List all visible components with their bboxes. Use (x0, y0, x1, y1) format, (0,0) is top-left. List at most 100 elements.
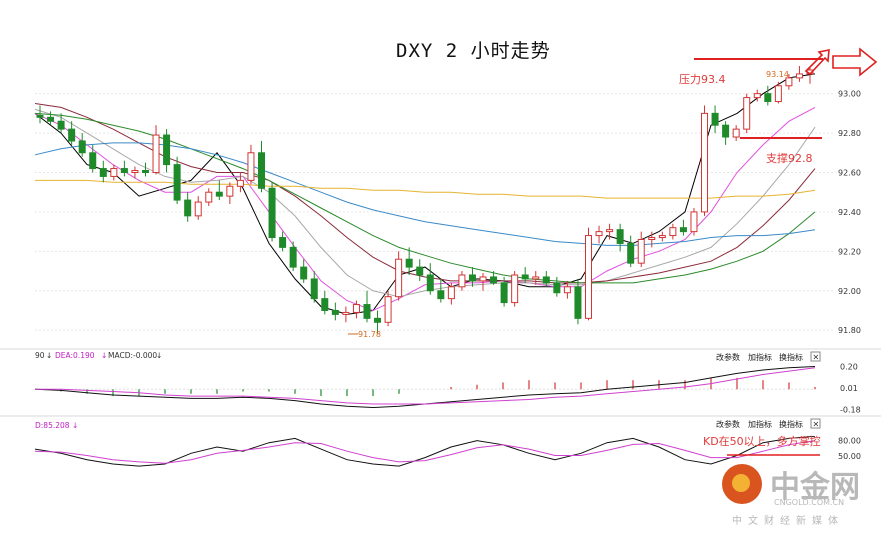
candle-body (141, 170, 149, 173)
macd-dif-line (34, 366, 816, 409)
candle (310, 271, 318, 303)
macd-toolbar-button-2[interactable]: 换指标 (779, 352, 803, 362)
candle (331, 302, 339, 321)
candle-body (490, 276, 498, 284)
candle-body (637, 239, 645, 264)
macd-prefix: 90 (35, 351, 45, 360)
kd-k-line (35, 436, 815, 467)
moving-average-line-1 (34, 106, 816, 312)
kd-toolbar-button-1[interactable]: 加指标 (748, 419, 772, 429)
candle (194, 196, 202, 220)
candle (321, 290, 329, 315)
candle (732, 125, 740, 141)
candle-body (173, 164, 181, 201)
down-arrow-icon: ↓ (156, 351, 162, 360)
macd-close-button[interactable] (810, 351, 821, 362)
candle (595, 225, 603, 244)
candle-body (606, 229, 614, 233)
moving-average-line-5 (34, 142, 816, 246)
candle-body (679, 227, 687, 233)
candle (532, 271, 540, 285)
candle (490, 271, 498, 285)
candle (795, 66, 803, 82)
kd-toolbar-button-0[interactable]: 改参数 (716, 419, 740, 429)
candle (500, 276, 508, 307)
candle-body (163, 134, 171, 166)
kd-toolbar-button-2[interactable]: 换指标 (779, 419, 803, 429)
candle (99, 160, 107, 183)
kd-d-line (35, 440, 815, 464)
candle (384, 290, 392, 327)
candle (184, 192, 192, 222)
candle-body (563, 286, 571, 294)
close-icon: × (813, 353, 820, 362)
candle-body (595, 231, 603, 237)
logo-icon (722, 464, 762, 504)
macd-toolbar-button-0[interactable]: 改参数 (716, 352, 740, 362)
candle (300, 259, 308, 283)
kd-tick-label: 80.00 (838, 436, 861, 445)
candle-body (532, 276, 540, 280)
candle-body (437, 290, 445, 300)
candle-body (99, 168, 107, 177)
candle (690, 207, 698, 236)
candle (395, 251, 403, 301)
kd-close-button[interactable] (810, 418, 821, 429)
candle (743, 93, 751, 134)
logo-url: CNGOLD.COM.CN (774, 498, 845, 507)
candle-body (120, 168, 128, 173)
candle (226, 182, 234, 205)
candle (36, 105, 44, 124)
price-tick-label: 91.80 (838, 326, 861, 335)
candle (215, 180, 223, 201)
candle (205, 188, 213, 206)
candle (553, 276, 561, 297)
right-arrow-icon (832, 47, 878, 77)
candle (258, 140, 266, 193)
candle-body (226, 185, 234, 197)
candle-body (701, 112, 709, 213)
candle (78, 133, 86, 157)
candle (521, 267, 529, 283)
candle-body (669, 227, 677, 237)
cngold-logo: 中金网 CNGOLD.COM.CN 中文财经新媒体 (722, 462, 881, 532)
candle-body (722, 124, 730, 138)
candle (753, 89, 761, 102)
candle-body (205, 191, 213, 203)
candle (363, 290, 371, 323)
candle-body (795, 73, 803, 79)
price-tick-label: 92.80 (838, 129, 861, 138)
candle (764, 85, 772, 106)
candle-body (47, 116, 55, 122)
candle-body (258, 152, 266, 189)
candle (236, 172, 244, 193)
candle (468, 267, 476, 287)
candle-body (342, 311, 350, 315)
candle-body (521, 274, 529, 280)
down-arrow-icon: ↓ (72, 421, 78, 430)
candle (437, 278, 445, 303)
macd-toolbar-button-1[interactable]: 加指标 (748, 352, 772, 362)
macd-tick-label: 0.01 (840, 384, 858, 393)
price-tick-label: 92.60 (838, 168, 861, 177)
moving-average-line-0 (34, 73, 816, 315)
candle-body (648, 237, 656, 241)
candle-body (300, 266, 308, 280)
up-arrow-icon (804, 49, 830, 76)
candle-body (384, 296, 392, 323)
candle (173, 156, 181, 205)
candle-body (68, 128, 76, 142)
candle-body (732, 128, 740, 138)
candle (374, 310, 382, 335)
close-icon: × (813, 420, 820, 429)
candle (120, 160, 128, 177)
dea-label: DEA:0.190 (55, 351, 95, 360)
down-arrow-icon: ↓ (46, 351, 52, 360)
candle-body (89, 152, 97, 170)
candle (584, 227, 592, 321)
kd-d-label: D:85.208 (35, 421, 70, 430)
candle-body (184, 199, 192, 217)
candle-body (131, 170, 139, 173)
candle-body (36, 114, 44, 118)
candle-body (711, 112, 719, 126)
